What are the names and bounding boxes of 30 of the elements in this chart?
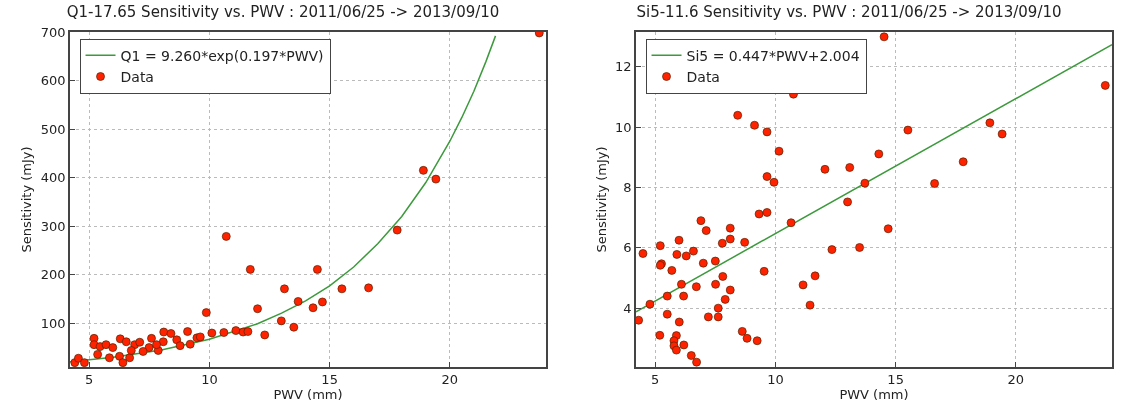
y-tick-label: 200 (40, 267, 66, 283)
y-tick-label: 500 (40, 121, 66, 137)
y-tick-label: 400 (40, 170, 66, 186)
x-tick-label: 15 (887, 372, 904, 388)
x-tick-label: 10 (767, 372, 784, 388)
legend-label: Data (120, 68, 154, 85)
x-tick-label: 10 (201, 372, 218, 388)
y-tick-label: 12 (615, 59, 632, 75)
x-tick-label: 20 (1007, 372, 1025, 388)
y-tick-label: 8 (623, 179, 632, 195)
chart-title: Q1-17.65 Sensitivity vs. PWV : 2011/06/25 -> 2013/09/10 (66, 2, 500, 21)
x-axis-title: PWV (mm) (839, 387, 909, 403)
x-tick-label: 5 (651, 372, 660, 388)
x-tick-label: 20 (441, 372, 459, 388)
legend-label: Data (686, 68, 720, 85)
y-tick-label: 100 (40, 315, 66, 331)
y-tick-label: 700 (40, 24, 66, 40)
y-tick-label: 600 (40, 73, 66, 89)
legend-label: Si5 = 0.447*PWV+2.004 (686, 47, 860, 64)
y-tick-label: 300 (40, 218, 66, 234)
y-axis-title: Sensitivity (mJy) (19, 146, 35, 253)
y-tick-label: 6 (623, 240, 632, 256)
x-axis-title: PWV (mm) (273, 387, 343, 403)
chart-title: Si5-11.6 Sensitivity vs. PWV : 2011/06/25 -> 2013/09/10 (636, 2, 1062, 21)
legend-label: Q1 = 9.260*exp(0.197*PWV) (120, 47, 324, 64)
x-tick-label: 5 (85, 372, 94, 388)
y-axis-title: Sensitivity (mJy) (593, 146, 609, 253)
y-tick-label: 10 (615, 119, 632, 135)
x-tick-label: 15 (321, 372, 338, 388)
y-tick-label: 4 (623, 300, 632, 316)
